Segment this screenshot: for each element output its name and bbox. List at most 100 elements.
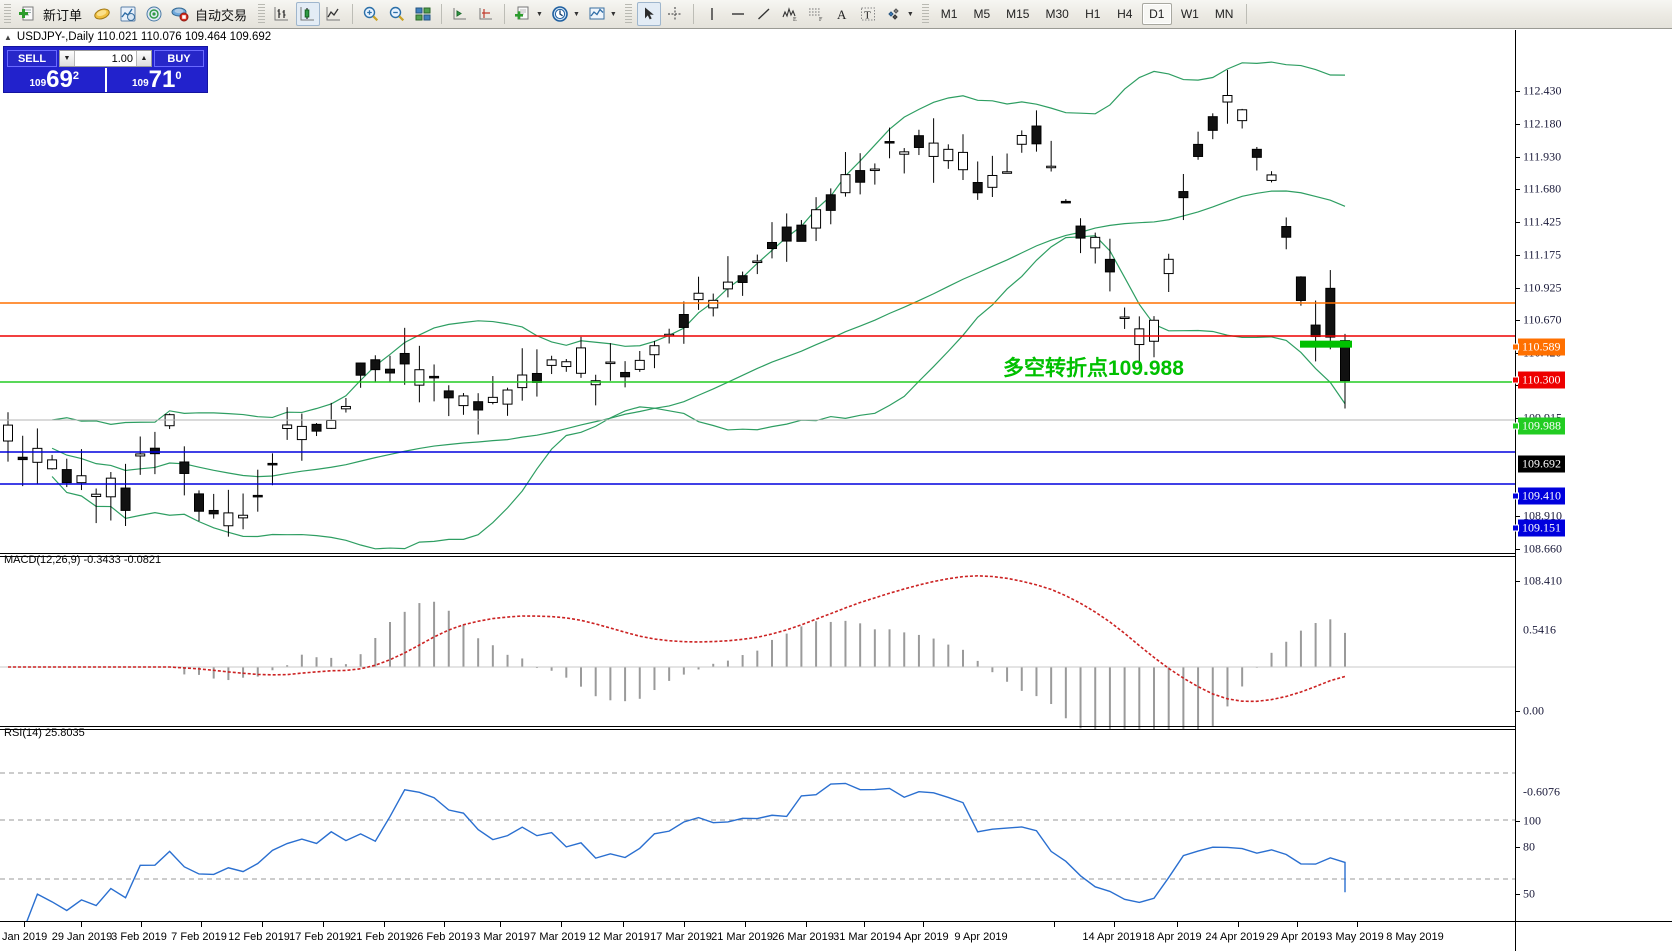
zoom-out-button[interactable]: [385, 2, 409, 26]
period-button[interactable]: ▼: [548, 2, 583, 26]
period-caret-icon[interactable]: ▼: [572, 10, 580, 18]
toolbar-grip-4[interactable]: [921, 4, 929, 24]
sell-price[interactable]: 109 69 2: [4, 68, 105, 92]
timeframe-m30-button[interactable]: M30: [1045, 7, 1069, 21]
vline-button[interactable]: [700, 2, 724, 26]
volume-value[interactable]: 1.00: [75, 51, 136, 66]
candle: [149, 431, 160, 475]
collapse-triangle-icon[interactable]: ▲: [4, 32, 12, 42]
bar-chart-button[interactable]: [270, 2, 294, 26]
autotrading-label: 自动交易: [195, 7, 248, 23]
timeframe-group: M1 M5 M15 M30 H1 H4 D1 W1 MN: [933, 3, 1242, 25]
time-axis-label: 7 Mar 2019: [530, 931, 586, 943]
time-axis-label: 29 Apr 2019: [1266, 931, 1326, 943]
time-tick: [1114, 922, 1115, 927]
price-line-label[interactable]: 110.589: [1518, 338, 1565, 356]
time-tick: [384, 922, 385, 927]
chart-annotation[interactable]: 多空转折点109.988: [1003, 357, 1184, 380]
templates-icon: [514, 5, 532, 23]
volume-down-icon[interactable]: ▼: [60, 51, 75, 66]
timeframe-h4-button[interactable]: H4: [1117, 7, 1133, 21]
data-window-button[interactable]: [116, 2, 140, 26]
candle: [972, 161, 983, 200]
time-tick: [864, 922, 865, 927]
candle: [561, 359, 572, 372]
indicators-caret-icon[interactable]: ▼: [609, 10, 617, 18]
signals-button[interactable]: [142, 2, 166, 26]
candle: [576, 336, 586, 378]
time-axis-label: 17 Feb 2019: [289, 931, 351, 943]
price-line-label[interactable]: 109.151: [1518, 519, 1565, 537]
price-tick: [1516, 288, 1520, 289]
price-line-label[interactable]: 109.692: [1518, 455, 1565, 473]
candle: [708, 293, 719, 317]
shapes-button[interactable]: ▼: [882, 2, 917, 26]
candle: [135, 436, 146, 475]
price-chart-pane[interactable]: [0, 44, 1515, 551]
tile-windows-button[interactable]: [411, 2, 435, 26]
cursor-button[interactable]: [636, 2, 661, 26]
timeframe-m1-button[interactable]: M1: [940, 7, 958, 21]
macd-indicator-label: MACD(12,26,9) -0.3433 -0.0821: [4, 554, 162, 566]
bar-chart-icon: [273, 5, 291, 23]
rsi-pane[interactable]: [0, 730, 1515, 933]
timeframe-d1-button[interactable]: D1: [1141, 3, 1172, 25]
time-tick: [1357, 922, 1358, 927]
templates-caret-icon[interactable]: ▼: [536, 10, 543, 18]
text-button[interactable]: A: [830, 2, 854, 26]
time-tick: [141, 922, 142, 927]
timeframe-m5-button[interactable]: M5: [973, 7, 991, 21]
price-scale[interactable]: 112.430 112.180 111.930 111.680 111.425 111.1…: [1512, 30, 1672, 951]
toolbar-grip-3[interactable]: [624, 4, 632, 24]
buy-button[interactable]: BUY: [154, 50, 204, 67]
one-click-trading-panel[interactable]: SELL ▼ 1.00 ▲ BUY 109 69 2 109 71 0: [3, 46, 208, 93]
shapes-caret-icon[interactable]: ▼: [906, 10, 914, 18]
candle: [223, 489, 234, 537]
toolbar-grip-2[interactable]: [258, 4, 266, 24]
fibonacci-button[interactable]: F: [804, 2, 828, 26]
timeframe-h1-button[interactable]: H1: [1085, 7, 1101, 21]
line-chart-button[interactable]: [322, 2, 346, 26]
sell-button[interactable]: SELL: [7, 50, 57, 67]
text-label-button[interactable]: T: [856, 2, 880, 26]
price-line-label[interactable]: 110.300: [1518, 371, 1565, 389]
zoom-in-button[interactable]: [359, 2, 383, 26]
price-line-handle[interactable]: [1512, 343, 1519, 351]
buy-price[interactable]: 109 71 0: [104, 68, 208, 92]
timeframe-mn-button[interactable]: MN: [1214, 7, 1234, 21]
price-line-handle[interactable]: [1512, 524, 1519, 532]
timeframe-m15-button[interactable]: M15: [1006, 7, 1030, 21]
toolbar-grip[interactable]: [4, 4, 11, 24]
candle: [208, 493, 219, 519]
candlestick-chart-button[interactable]: [296, 2, 321, 26]
crosshair-button[interactable]: [663, 2, 687, 26]
volume-stepper[interactable]: ▼ 1.00 ▲: [59, 50, 152, 67]
trendline-button[interactable]: [752, 2, 776, 26]
price-line-handle[interactable]: [1512, 376, 1519, 384]
candle: [47, 454, 58, 470]
data-window-icon: [119, 5, 137, 23]
expert-advisors-button[interactable]: [90, 2, 114, 26]
candle: [326, 402, 337, 430]
candle: [385, 355, 395, 383]
price-tick: [1516, 581, 1520, 582]
price-line-handle[interactable]: [1512, 492, 1519, 500]
volume-up-icon[interactable]: ▲: [136, 51, 151, 66]
templates-button[interactable]: ▼: [511, 2, 546, 26]
hline-button[interactable]: [726, 2, 750, 26]
time-tick: [323, 922, 324, 927]
hline-icon: [729, 5, 747, 23]
auto-scroll-button[interactable]: [474, 2, 498, 26]
price-line-handle[interactable]: [1512, 422, 1519, 430]
new-order-button[interactable]: 新订单: [16, 2, 88, 26]
price-line-label[interactable]: 109.410: [1518, 487, 1565, 505]
autotrading-icon: [171, 5, 189, 23]
autotrading-button[interactable]: 自动交易: [168, 2, 253, 26]
macd-pane[interactable]: [0, 557, 1515, 767]
price-line-label[interactable]: 109.988: [1518, 417, 1565, 435]
indicators-button[interactable]: ▼: [585, 2, 620, 26]
timeframe-w1-button[interactable]: W1: [1180, 7, 1199, 21]
elliott-wave-button[interactable]: E: [778, 2, 802, 26]
chart-shift-button[interactable]: [448, 2, 472, 26]
